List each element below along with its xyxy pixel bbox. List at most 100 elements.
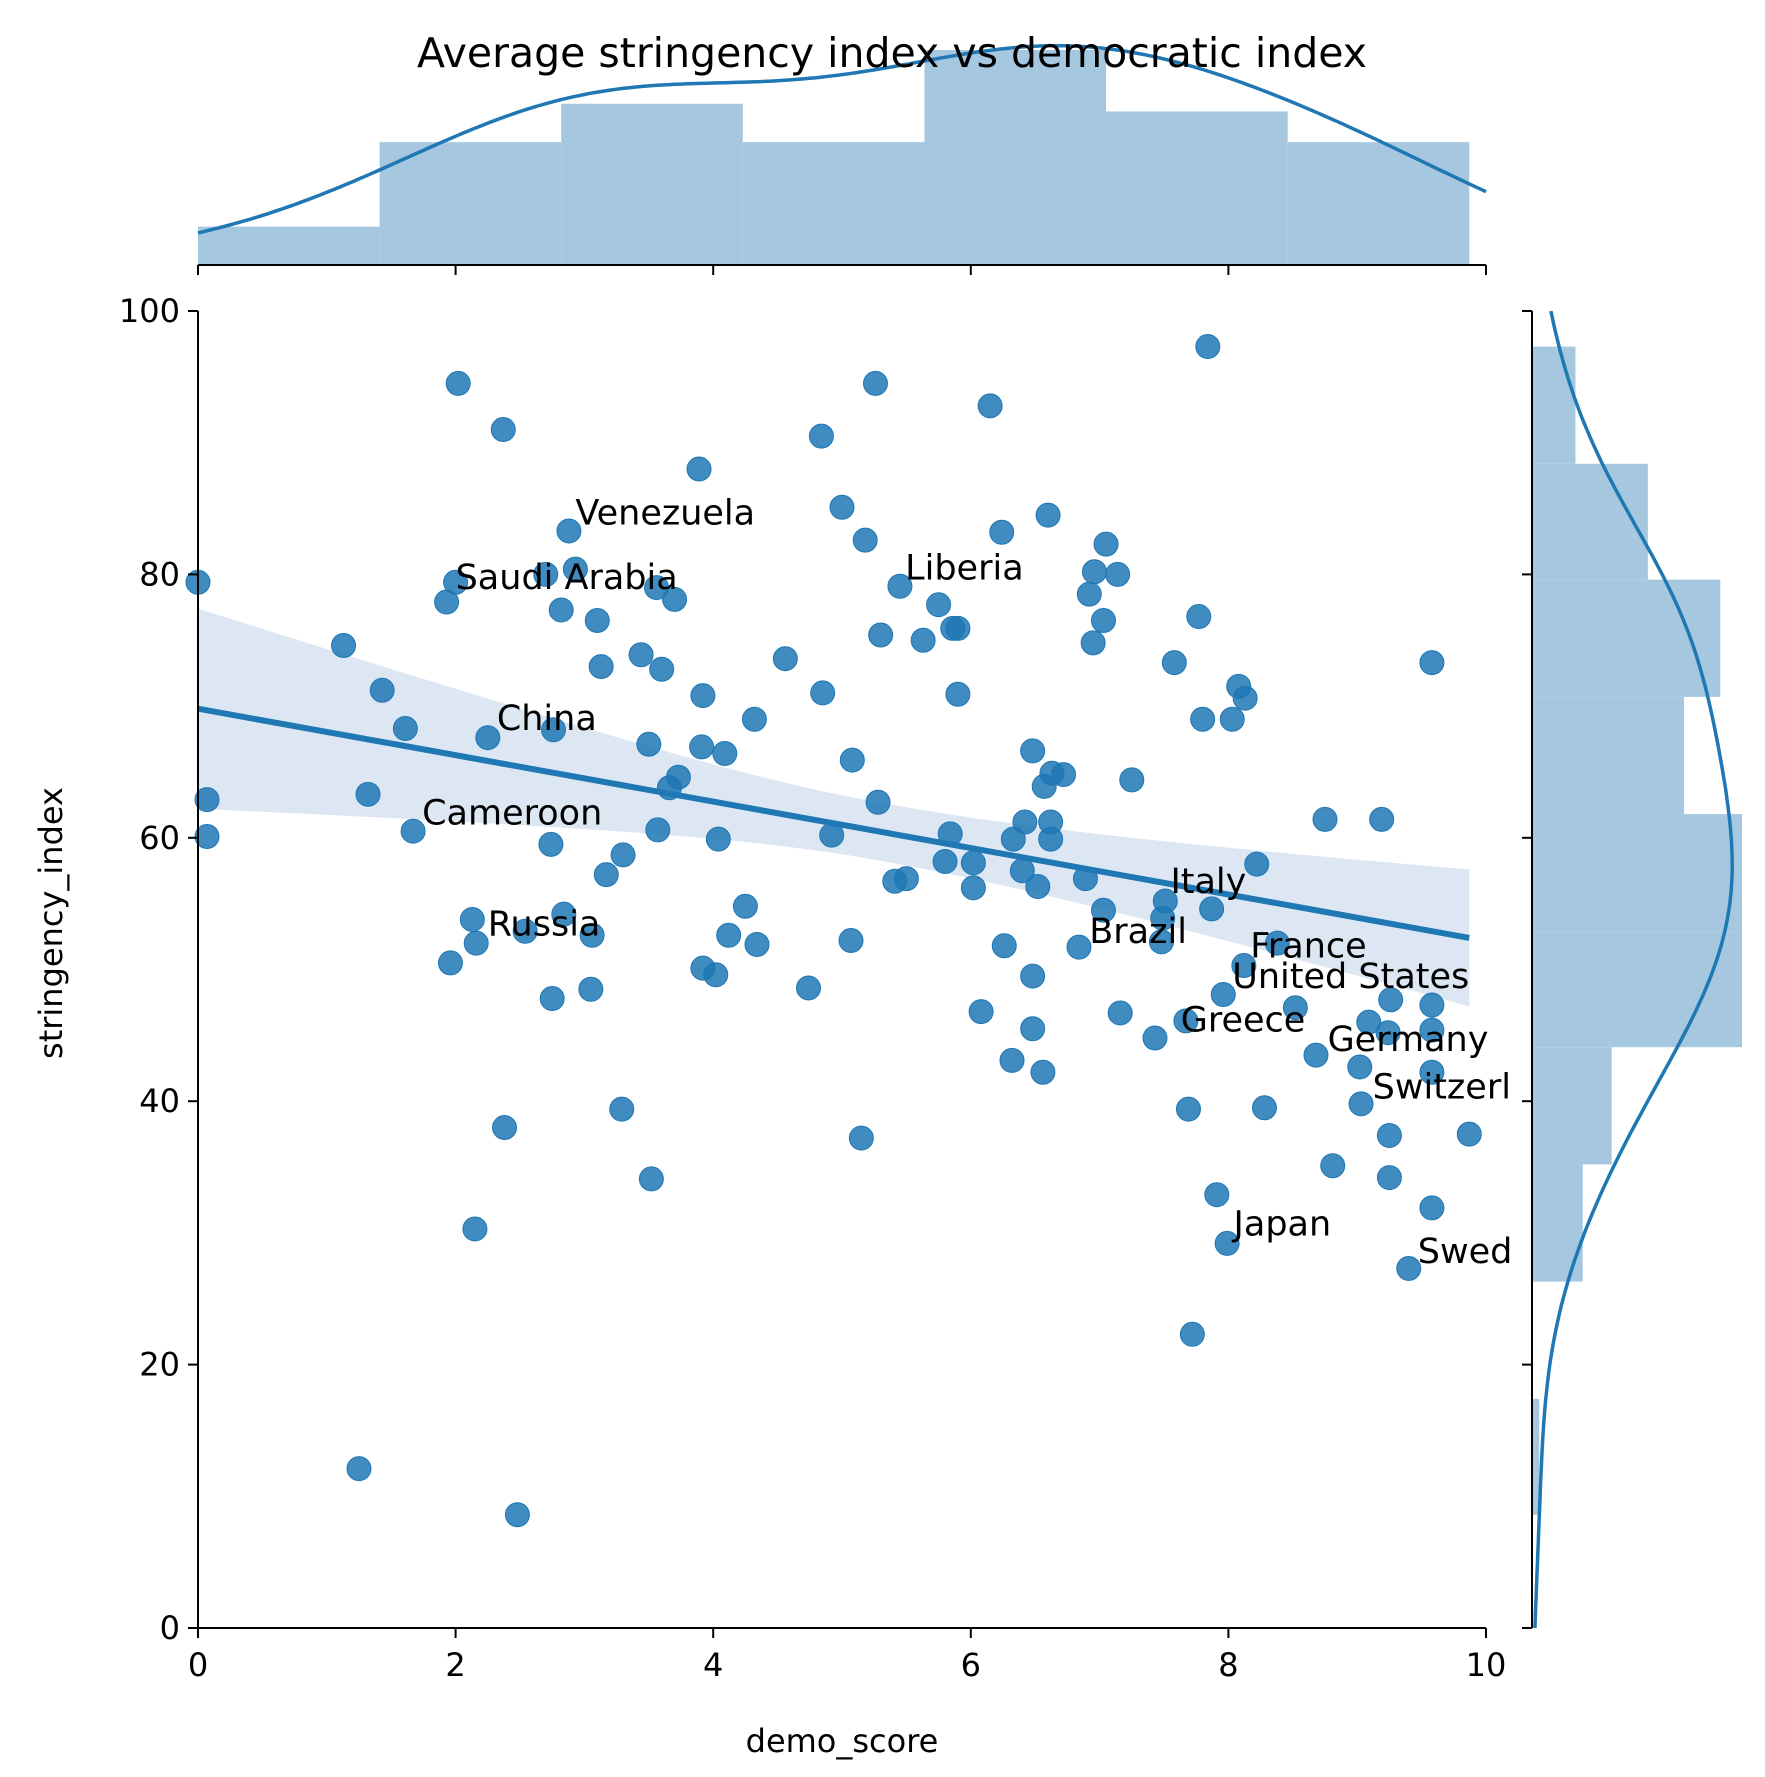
scatter-point [551, 901, 577, 927]
scatter-point [1175, 1096, 1201, 1122]
y-tick-label: 100 [119, 292, 180, 330]
scatter-point [1161, 650, 1187, 676]
scatter-point [1152, 888, 1178, 914]
scatter-point [945, 615, 971, 641]
x-hist-bar [1106, 111, 1288, 265]
country-label: Brazil [1089, 912, 1187, 952]
scatter-point [638, 1166, 664, 1192]
y-hist-bar [1532, 1047, 1612, 1165]
x-hist-bar [1287, 142, 1470, 265]
scatter-point [1093, 531, 1119, 557]
scatter-point [649, 656, 675, 682]
y-hist-bar [1532, 696, 1685, 815]
scatter-point [1186, 604, 1212, 630]
scatter-point [945, 681, 971, 707]
regression-line-group [197, 705, 1470, 941]
x-tick-label: 10 [1466, 1646, 1507, 1684]
scatter-point [732, 893, 758, 919]
marginal-y-histogram [1532, 311, 1742, 1628]
scatter-point [1264, 930, 1290, 956]
scatter-point [829, 494, 855, 520]
scatter-point [331, 633, 357, 659]
x-tick-label: 4 [703, 1646, 723, 1684]
scatter-point [369, 677, 395, 703]
scatter-point [926, 592, 952, 618]
scatter-point [346, 1456, 372, 1482]
country-label: Saudi Arabia [456, 558, 678, 598]
y-kde-curve [1533, 311, 1734, 1628]
scatter-point [1282, 995, 1308, 1021]
y-axis-label: stringency_index [32, 787, 70, 1059]
scatter-point [538, 831, 564, 857]
country-label: Japan [1232, 1205, 1332, 1245]
scatter-point [1320, 1153, 1346, 1179]
scatter-point [1076, 581, 1102, 607]
scatter-point [1179, 1321, 1205, 1347]
scatter-point [504, 1502, 530, 1528]
scatter-point [838, 928, 864, 954]
country-label: Germany [1328, 1020, 1489, 1060]
scatter-point [808, 423, 834, 449]
country-label: Switzerl [1373, 1068, 1511, 1108]
scatter-point [400, 818, 426, 844]
scatter-point [443, 569, 469, 595]
scatter-point [1251, 1095, 1277, 1121]
country-label: Greece [1181, 1000, 1306, 1040]
scatter-point [741, 706, 767, 732]
confidence-band [198, 608, 1470, 1007]
scatter-point [705, 826, 731, 852]
scatter-point [512, 918, 538, 944]
scatter-point [492, 1115, 518, 1141]
scatter-point [865, 789, 891, 815]
scatter-point [194, 787, 220, 813]
scatter-point [1090, 897, 1116, 923]
scatter-point [644, 575, 670, 601]
country-label: Cameroon [422, 794, 602, 834]
scatter-point [540, 717, 566, 743]
scatter-point [437, 950, 463, 976]
x-kde-curve [197, 43, 1487, 235]
scatter-point [1244, 851, 1270, 877]
scatter-point [690, 683, 716, 709]
scatter-point [1190, 706, 1216, 732]
scatter-point [610, 842, 636, 868]
scatter-point [1020, 1016, 1046, 1042]
scatter-point [462, 1216, 488, 1242]
scatter-point [848, 1125, 874, 1151]
scatter-point [1419, 650, 1445, 676]
country-label: Italy [1170, 862, 1246, 902]
scatter-point [463, 930, 489, 956]
scatter-point [716, 922, 742, 948]
x-tick-label: 0 [188, 1646, 208, 1684]
scatter-point [852, 527, 878, 553]
scatter-point [1347, 1054, 1373, 1080]
scatter-points [185, 334, 1482, 1528]
scatter-point [1119, 767, 1145, 793]
y-tick-label: 0 [160, 1609, 180, 1647]
x-tick-label: 2 [445, 1646, 465, 1684]
y-hist-bar [1532, 814, 1742, 932]
scatter-point [548, 597, 574, 623]
scatter-point [1231, 953, 1257, 979]
scatter-point [662, 586, 688, 612]
scatter-point [689, 734, 715, 760]
y-hist-bar [1532, 463, 1648, 580]
country-label: China [497, 699, 597, 739]
x-axis-label: demo_score [746, 1722, 939, 1760]
country-label: Liberia [905, 549, 1024, 589]
scatter-point [887, 573, 913, 599]
scatter-point [1376, 1165, 1402, 1191]
y-hist-bar [1532, 346, 1576, 464]
scatter-point [960, 850, 986, 876]
scatter-point [1038, 809, 1064, 835]
scatter-point [1025, 874, 1051, 900]
scatter-point [796, 975, 822, 1001]
scatter-point [862, 370, 888, 396]
scatter-point [392, 715, 418, 741]
scatter-point [1232, 685, 1258, 711]
scatter-point [893, 866, 919, 892]
scatter-point [584, 607, 610, 633]
scatter-point [712, 741, 738, 767]
